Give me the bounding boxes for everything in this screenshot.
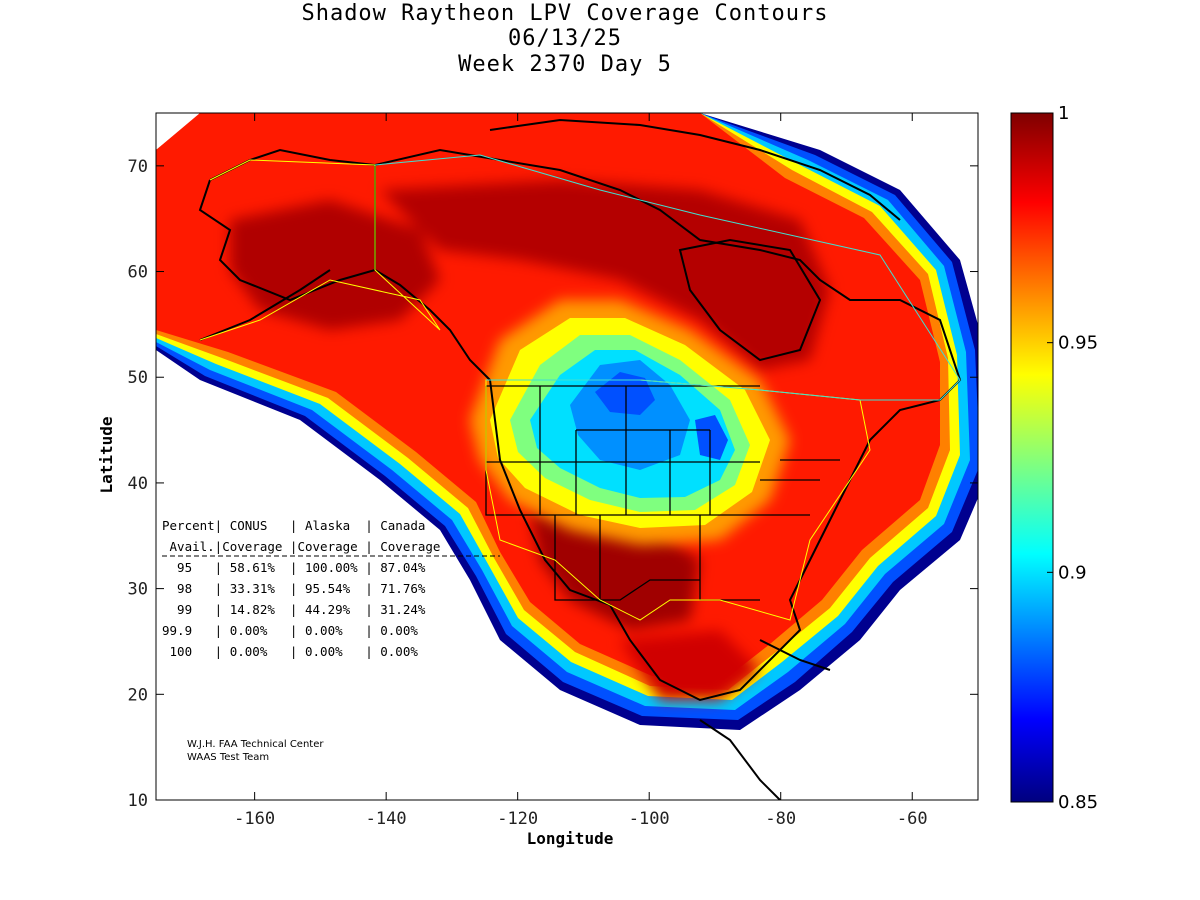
x-tick-label: -140 — [366, 809, 407, 829]
colorbar — [1010, 112, 1054, 803]
x-axis: -160 -140 -120 -100 -80 -60 — [234, 113, 928, 829]
canada-boundary — [374, 154, 961, 401]
y-tick-label: 50 — [128, 368, 148, 388]
credit-line-1: W.J.H. FAA Technical Center — [187, 739, 324, 750]
stats-row: 98 | 33.31% | 95.54% | 71.76% — [162, 581, 426, 596]
colorbar-tick-label: 0.9 — [1058, 562, 1087, 583]
y-axis-label: Latitude — [97, 416, 116, 493]
stats-row: 100 | 0.00% | 0.00% | 0.00% — [162, 644, 418, 659]
stats-row: 99 | 14.82% | 44.29% | 31.24% — [162, 602, 426, 617]
y-tick-label: 20 — [128, 685, 148, 705]
y-tick-label: 60 — [128, 263, 148, 283]
stats-row: 99.9 | 0.00% | 0.00% | 0.00% — [162, 623, 418, 638]
colorbar-ticks: 1 0.95 0.9 0.85 — [1047, 103, 1098, 813]
coastlines — [198, 118, 962, 800]
map-week-day: Week 2370 Day 5 — [458, 52, 672, 77]
plot-frame — [155, 112, 979, 801]
stats-header-2: Avail.|Coverage |Coverage | Coverage — [162, 539, 440, 554]
x-tick-label: -80 — [765, 809, 796, 829]
y-axis: 10 20 30 40 50 60 70 — [128, 157, 978, 811]
colorbar-tick-label: 1 — [1058, 103, 1069, 124]
coverage-stats-table: Percent| CONUS | Alaska | Canada Avail.|… — [162, 518, 500, 659]
x-tick-label: -160 — [234, 809, 275, 829]
x-tick-label: -120 — [497, 809, 538, 829]
credit-line-2: WAAS Test Team — [187, 752, 269, 763]
colorbar-tick-label: 0.85 — [1058, 792, 1098, 813]
map-date: 06/13/25 — [508, 26, 622, 51]
coverage-contours — [156, 113, 978, 730]
map-title: Shadow Raytheon LPV Coverage Contours — [301, 1, 829, 26]
colorbar-tick-label: 0.95 — [1058, 333, 1098, 354]
low-coverage-lobe — [470, 300, 790, 545]
x-axis-label: Longitude — [527, 829, 614, 848]
y-tick-label: 40 — [128, 474, 148, 494]
stats-header-1: Percent| CONUS | Alaska | Canada — [162, 518, 425, 533]
y-tick-label: 10 — [128, 791, 148, 811]
x-tick-label: -100 — [629, 809, 670, 829]
x-tick-label: -60 — [897, 809, 928, 829]
y-tick-label: 70 — [128, 157, 148, 177]
y-tick-label: 30 — [128, 580, 148, 600]
stats-row: 95 | 58.61% | 100.00% | 87.04% — [162, 560, 426, 575]
